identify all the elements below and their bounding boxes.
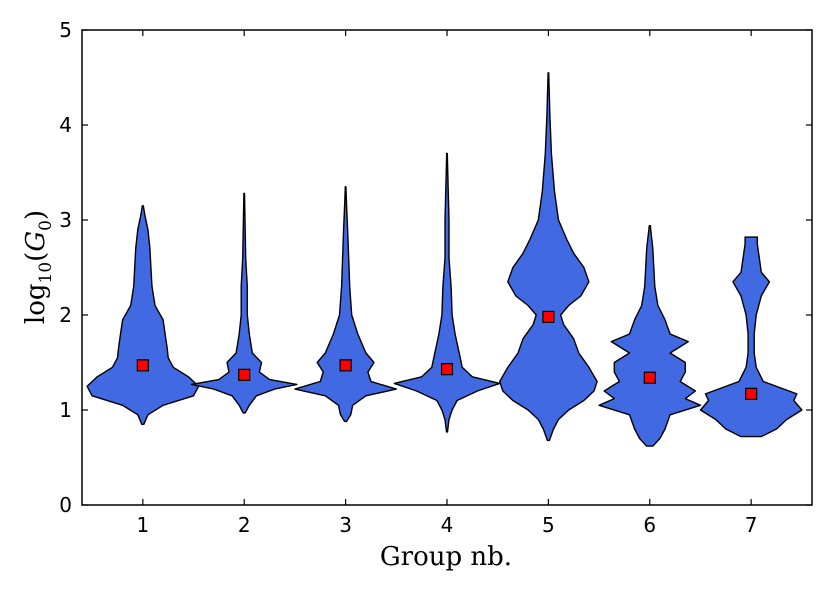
x-tick-label: 7 (745, 513, 758, 537)
x-tick-label: 3 (339, 513, 352, 537)
x-tick-label: 5 (542, 513, 555, 537)
marker-group-2 (238, 368, 251, 381)
x-tick-label: 6 (643, 513, 656, 537)
y-tick-label: 4 (59, 113, 72, 137)
y-tick-label: 2 (59, 303, 72, 327)
x-axis-title: Group nb. (380, 542, 512, 572)
marker-group-7 (745, 387, 758, 400)
violin-group-3 (294, 186, 397, 423)
y-axis: 0 1 2 3 4 5 (59, 18, 812, 517)
violin-group-4 (393, 152, 501, 433)
y-tick-label: 1 (59, 398, 72, 422)
y-tick-label: 0 (59, 493, 72, 517)
violin-group-1 (86, 205, 200, 425)
y-tick-label: 5 (59, 18, 72, 42)
x-tick-label: 2 (238, 513, 251, 537)
marker-group-4 (440, 363, 454, 376)
x-axis: 1 2 3 4 5 6 7 (136, 30, 758, 537)
violins-layer (86, 72, 803, 447)
marker-group-6 (643, 371, 656, 384)
x-tick-label: 4 (441, 513, 454, 537)
violin-group-6 (598, 225, 702, 447)
x-tick-label: 1 (136, 513, 149, 537)
violin-group-2 (190, 192, 298, 414)
marker-group-3 (339, 359, 352, 372)
marker-group-1 (136, 359, 149, 372)
markers-layer (136, 310, 758, 400)
marker-group-5 (542, 310, 555, 323)
y-tick-label: 3 (59, 208, 72, 232)
violin-group-5 (499, 72, 598, 442)
y-axis-title: log10(G0) (21, 210, 56, 324)
violin-group-7 (699, 236, 803, 438)
